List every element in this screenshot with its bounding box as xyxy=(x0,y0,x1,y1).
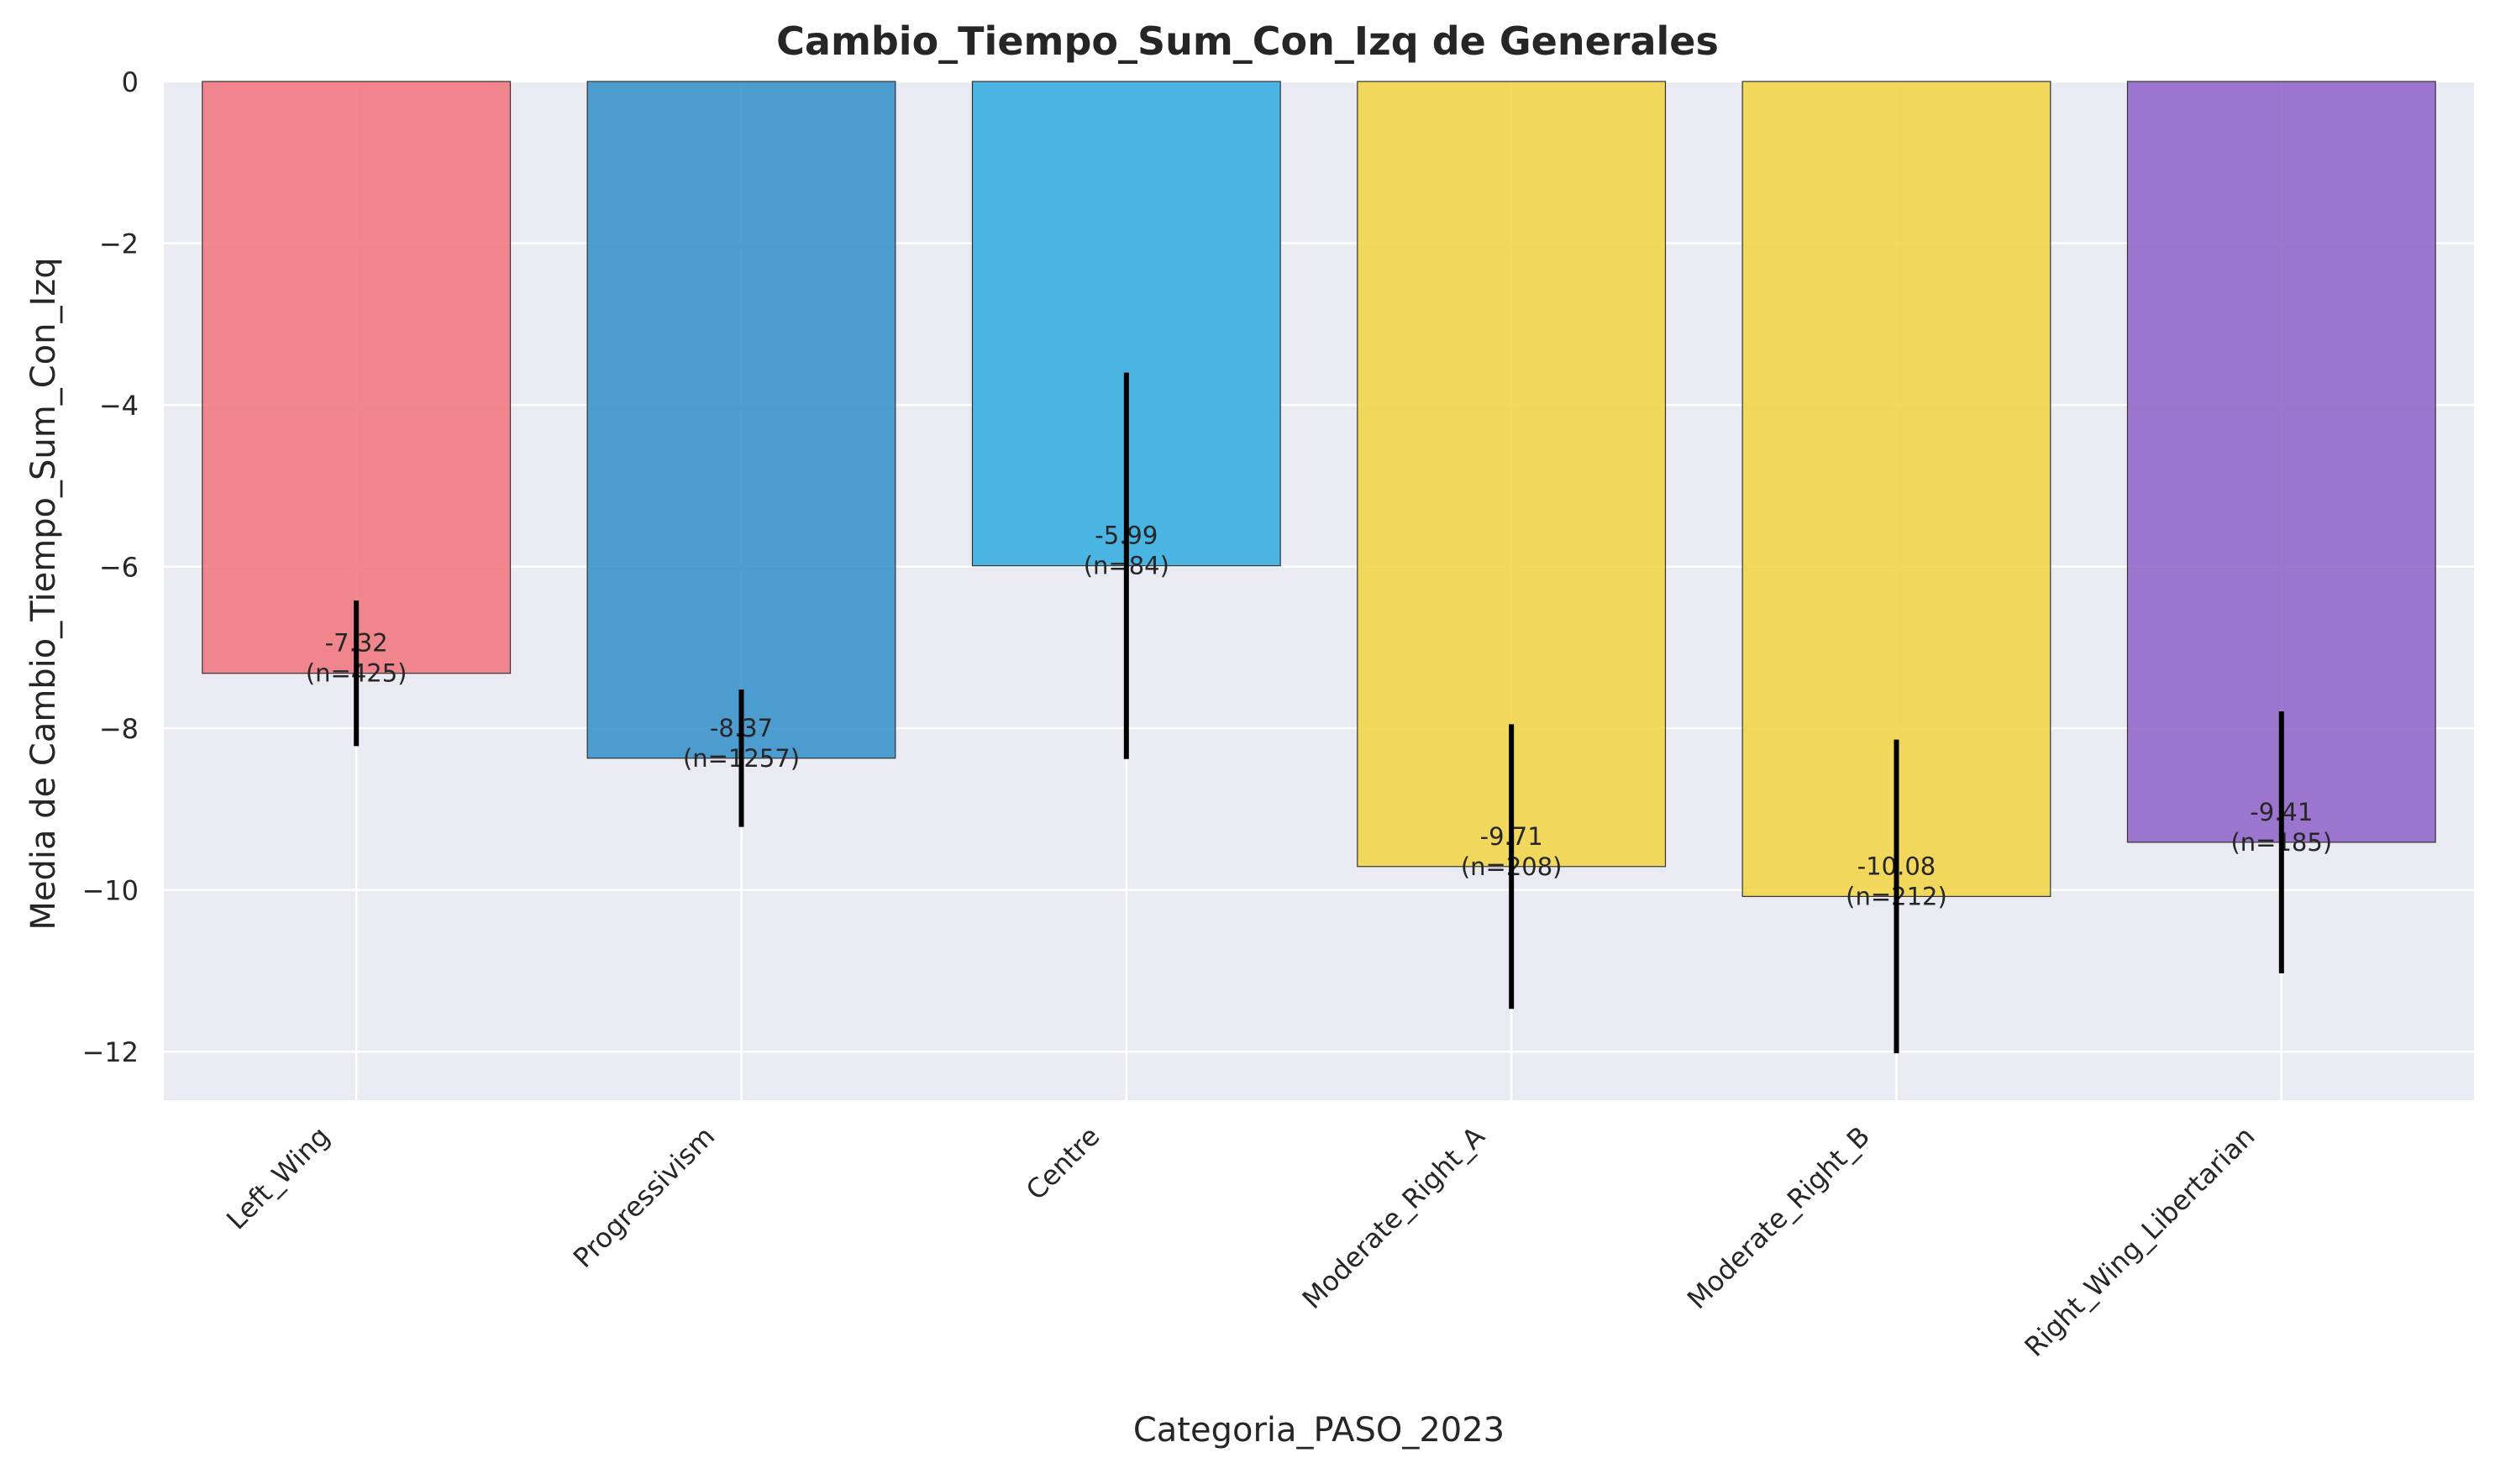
x-tick-label: Moderate_Right_B xyxy=(1681,1120,1876,1315)
x-tick-label: Left_Wing xyxy=(220,1120,336,1236)
x-tick-label: Right_Wing_Libertarian xyxy=(2019,1120,2261,1363)
y-tick-label: −2 xyxy=(99,228,139,260)
x-tick-label: Progressivism xyxy=(567,1120,721,1274)
y-tick-label: −10 xyxy=(81,875,139,907)
y-tick-label: −6 xyxy=(99,552,139,584)
bar xyxy=(586,81,896,759)
plot-background xyxy=(164,81,2474,1100)
x-tick-label: Centre xyxy=(1020,1120,1106,1207)
x-axis-label: Categoria_PASO_2023 xyxy=(1132,1411,1505,1450)
y-tick-label: −4 xyxy=(99,390,139,422)
bar xyxy=(202,81,512,674)
y-tick-label: −12 xyxy=(81,1036,139,1068)
y-tick-label: −8 xyxy=(99,713,139,745)
x-tick-label: Moderate_Right_A xyxy=(1296,1120,1491,1315)
y-tick-label: 0 xyxy=(122,66,139,98)
chart-title: Cambio_Tiempo_Sum_Con_Izq de Generales xyxy=(776,18,1719,64)
